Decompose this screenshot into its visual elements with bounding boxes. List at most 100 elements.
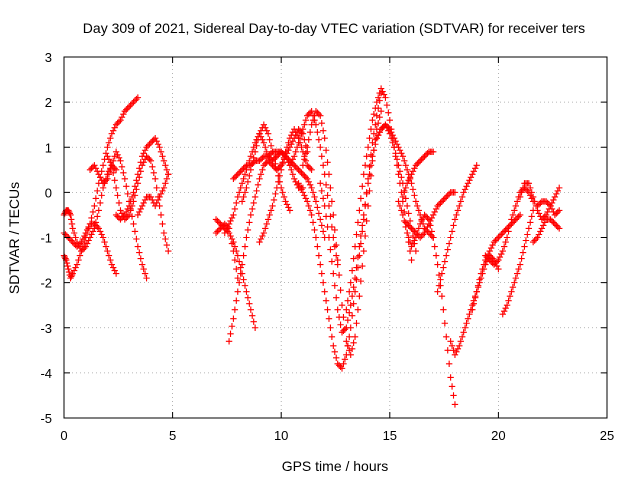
data-point: [375, 132, 382, 139]
data-point: [534, 202, 541, 210]
data-point: [367, 172, 375, 180]
data-point: [212, 229, 220, 237]
data-point: [547, 202, 554, 210]
data-point: [515, 265, 522, 273]
data-point: [112, 166, 120, 174]
data-point: [550, 219, 557, 226]
data-point: [138, 162, 146, 169]
data-point: [156, 193, 163, 201]
x-tick-label: 0: [60, 428, 67, 443]
data-point: [124, 104, 131, 112]
data-point: [363, 153, 370, 160]
data-point: [308, 184, 315, 192]
data-point: [243, 234, 250, 241]
data-point: [500, 308, 508, 315]
data-point: [534, 234, 541, 241]
data-point: [424, 150, 431, 157]
data-point: [301, 121, 308, 128]
data-point: [291, 175, 298, 183]
data-point: [247, 153, 254, 160]
data-point: [253, 142, 260, 149]
data-point: [267, 207, 275, 214]
data-point: [519, 249, 527, 256]
data-point: [399, 211, 407, 219]
data-point: [163, 241, 171, 249]
data-point: [463, 183, 470, 190]
data-point: [295, 166, 302, 174]
data-point: [357, 195, 365, 202]
data-point: [94, 213, 101, 220]
data-point: [254, 181, 262, 189]
data-point: [327, 324, 334, 331]
data-point: [443, 333, 450, 340]
data-point: [309, 219, 317, 226]
data-point: [83, 240, 91, 247]
data-point: [377, 126, 385, 133]
data-point: [144, 142, 152, 149]
data-point: [104, 144, 111, 151]
data-point: [415, 207, 422, 214]
data-point: [490, 261, 498, 268]
data-point: [448, 228, 456, 235]
x-tick-label: 15: [383, 428, 397, 443]
data-point: [369, 139, 376, 146]
data-point: [293, 165, 301, 172]
data-point: [144, 154, 152, 161]
data-point: [399, 193, 407, 201]
data-point: [233, 172, 240, 180]
data-point: [389, 132, 396, 139]
data-point: [314, 204, 321, 211]
data-point: [97, 228, 104, 235]
data-point: [556, 207, 563, 214]
data-point: [396, 147, 404, 154]
data-point: [117, 207, 124, 214]
data-point: [315, 210, 323, 217]
data-point: [270, 163, 278, 171]
data-point: [305, 202, 312, 210]
data-point: [499, 229, 506, 237]
data-point: [253, 187, 260, 195]
data-point: [289, 171, 296, 178]
data-point: [324, 192, 331, 199]
data-point: [76, 240, 84, 247]
data-point: [309, 189, 317, 196]
data-point: [228, 240, 236, 247]
data-point: [516, 261, 524, 268]
data-series: [299, 107, 385, 359]
data-point: [409, 226, 417, 234]
data-point: [234, 171, 241, 178]
data-point: [527, 192, 534, 199]
data-point: [322, 297, 330, 304]
data-point: [134, 211, 142, 219]
data-point: [299, 171, 307, 178]
data-point: [159, 153, 166, 160]
data-point: [519, 184, 527, 192]
data-point: [266, 151, 273, 158]
data-point: [411, 237, 418, 244]
data-point: [79, 246, 87, 253]
data-point: [251, 148, 259, 155]
data-point: [386, 126, 393, 133]
data-point: [414, 160, 421, 167]
data-point: [412, 229, 420, 237]
data-point: [114, 192, 121, 199]
data-point: [509, 219, 517, 226]
data-point: [240, 193, 247, 201]
data-point: [110, 264, 117, 271]
data-point: [250, 154, 257, 161]
data-point: [154, 141, 162, 148]
data-point: [477, 270, 485, 277]
data-point: [112, 121, 120, 128]
data-point: [249, 312, 256, 319]
data-point: [364, 202, 372, 210]
data-point: [231, 306, 239, 313]
data-point: [62, 231, 69, 238]
data-point: [395, 198, 402, 205]
data-point: [372, 141, 379, 148]
data-point: [152, 175, 159, 183]
data-point: [414, 231, 421, 238]
data-point: [422, 213, 430, 220]
x-tick-label: 25: [600, 428, 614, 443]
data-point: [401, 217, 408, 225]
data-point: [327, 246, 334, 253]
